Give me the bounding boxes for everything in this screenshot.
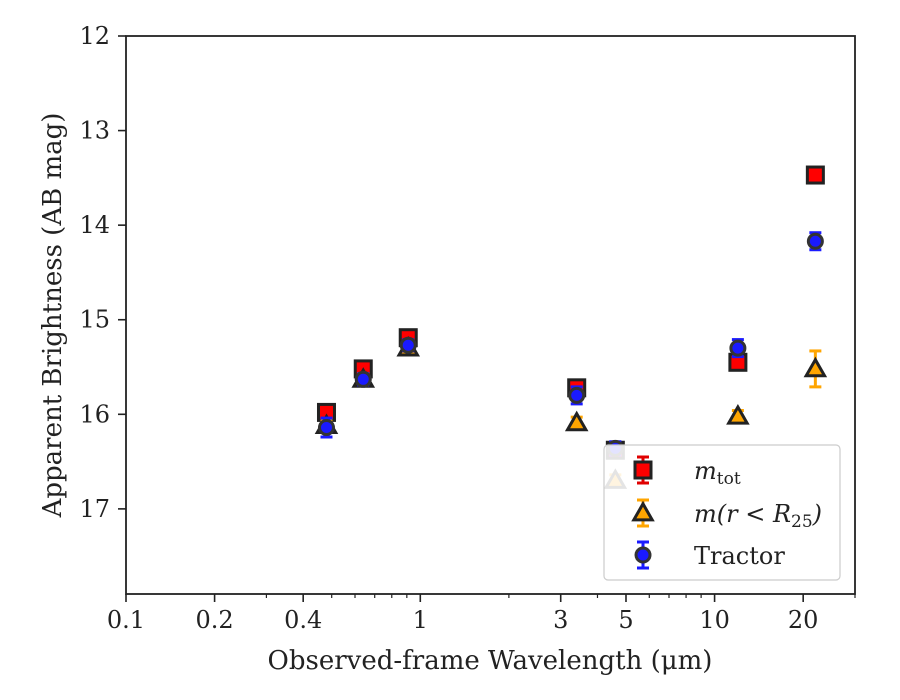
data-point <box>805 165 825 185</box>
y-tick-label: 12 <box>79 22 110 50</box>
legend-marker <box>633 460 653 480</box>
legend-label: Tractor <box>694 542 785 570</box>
x-axis-title: Observed-frame Wavelength (μm) <box>268 646 713 676</box>
x-tick-label: 10 <box>699 606 730 634</box>
plot-frame <box>125 35 856 595</box>
legend-box <box>603 444 841 581</box>
x-tick-label: 0.4 <box>284 606 322 634</box>
x-tick-label: 3 <box>553 606 568 634</box>
x-tick-label: 1 <box>413 606 428 634</box>
x-tick-label: 0.1 <box>107 606 145 634</box>
x-tick-label: 20 <box>788 606 819 634</box>
x-tick-label: 5 <box>618 606 633 634</box>
data-point <box>399 336 417 354</box>
data-point <box>806 232 824 250</box>
legend-marker <box>634 546 652 564</box>
y-axis-title: Apparent Brightness (AB mag) <box>38 113 68 519</box>
data-point <box>726 403 750 425</box>
data-marks <box>314 165 828 489</box>
legend-marker <box>631 500 655 522</box>
data-point <box>803 356 828 378</box>
data-point <box>729 339 747 357</box>
y-tick-label: 17 <box>79 495 110 523</box>
y-tick-label: 14 <box>79 211 110 239</box>
data-point <box>564 410 589 432</box>
data-point <box>354 370 372 388</box>
legend-label: mtot <box>694 457 741 489</box>
y-tick-label: 15 <box>79 306 110 334</box>
y-tick-label: 16 <box>79 400 110 428</box>
data-point <box>317 419 335 437</box>
legend: mtot m(r < R25) Tractor <box>603 444 841 581</box>
y-tick-label: 13 <box>79 117 110 145</box>
x-tick-label: 0.2 <box>196 606 234 634</box>
legend-label: m(r < R25) <box>694 500 822 532</box>
data-point <box>568 386 586 404</box>
